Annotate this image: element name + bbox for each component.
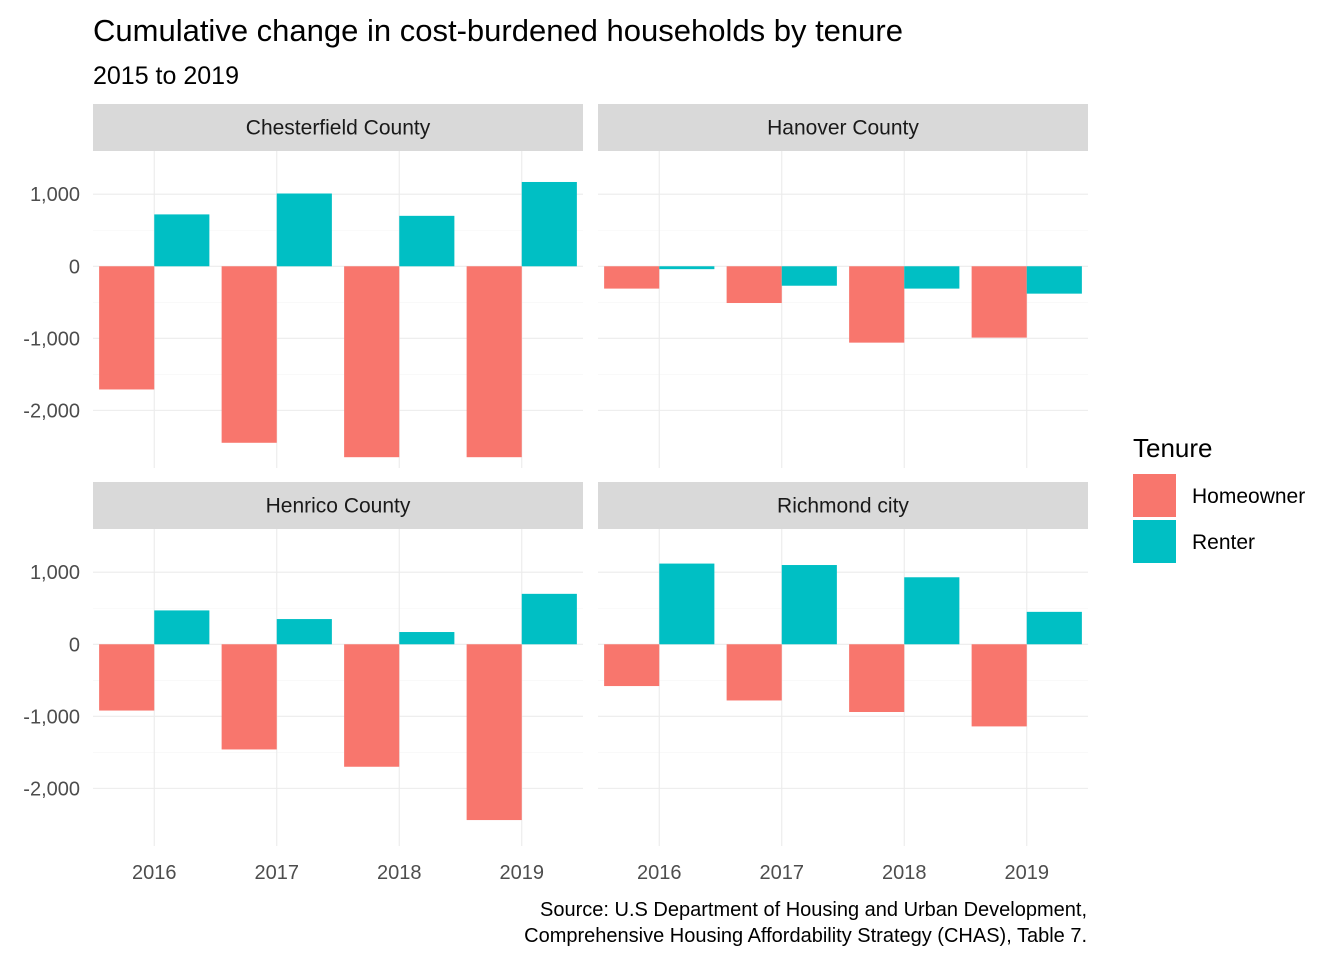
bar-henrico-county-homeowner-2017 bbox=[221, 644, 277, 750]
y-tick-label: -2,000 bbox=[23, 400, 80, 422]
bar-chesterfield-county-renter-2017 bbox=[276, 193, 332, 267]
bar-richmond-city-renter-2017 bbox=[781, 565, 837, 645]
facet-panel-henrico-county: Henrico County 1,000 0 -1,000 -2,000 2016 2017… bbox=[23, 482, 583, 884]
legend-key-renter bbox=[1133, 520, 1176, 563]
x-tick-label: 2016 bbox=[132, 862, 177, 884]
facet-panel-chesterfield-county: Chesterfield County 1,000 0 -1,000 -2,000 bbox=[23, 104, 583, 468]
bar-henrico-county-homeowner-2018 bbox=[344, 644, 400, 767]
bar-hanover-county-renter-2019 bbox=[1026, 266, 1082, 294]
bar-chesterfield-county-renter-2019 bbox=[521, 181, 577, 267]
caption-line-2: Comprehensive Housing Affordability Stra… bbox=[524, 925, 1087, 947]
bar-richmond-city-homeowner-2017 bbox=[726, 644, 782, 701]
legend-label-renter: Renter bbox=[1192, 531, 1255, 554]
x-tick-label: 2018 bbox=[377, 862, 422, 884]
bar-henrico-county-renter-2019 bbox=[521, 593, 577, 645]
bar-chesterfield-county-renter-2016 bbox=[154, 214, 210, 267]
y-tick-label: 0 bbox=[69, 634, 80, 656]
legend: Tenure Homeowner Renter bbox=[1133, 433, 1305, 563]
chart-title: Cumulative change in cost-burdened house… bbox=[93, 13, 903, 48]
legend-title: Tenure bbox=[1133, 433, 1213, 463]
x-tick-label: 2018 bbox=[882, 862, 927, 884]
y-tick-label: -2,000 bbox=[23, 778, 80, 800]
x-tick-label: 2017 bbox=[760, 862, 805, 884]
bar-hanover-county-renter-2017 bbox=[781, 266, 837, 286]
bar-chesterfield-county-homeowner-2018 bbox=[344, 266, 400, 458]
y-tick-label: 1,000 bbox=[30, 562, 80, 584]
bar-hanover-county-homeowner-2016 bbox=[604, 266, 660, 289]
y-tick-label: 0 bbox=[69, 256, 80, 278]
bar-henrico-county-renter-2016 bbox=[154, 610, 210, 645]
facet-panels: Chesterfield County 1,000 0 -1,000 -2,000 Han… bbox=[23, 104, 1088, 884]
y-tick-label: -1,000 bbox=[23, 328, 80, 350]
bar-richmond-city-renter-2018 bbox=[904, 577, 960, 645]
facet-strip-label-chesterfield-county: Chesterfield County bbox=[246, 117, 431, 140]
bar-chesterfield-county-homeowner-2019 bbox=[466, 266, 522, 458]
y-tick-label: -1,000 bbox=[23, 706, 80, 728]
bar-richmond-city-renter-2016 bbox=[659, 563, 715, 645]
bar-richmond-city-homeowner-2016 bbox=[604, 644, 660, 687]
facet-strip-label-hanover-county: Hanover County bbox=[767, 117, 919, 140]
bar-richmond-city-renter-2019 bbox=[1026, 611, 1082, 645]
legend-label-homeowner: Homeowner bbox=[1192, 485, 1305, 508]
caption-line-1: Source: U.S Department of Housing and Ur… bbox=[540, 899, 1087, 921]
facet-strip-label-henrico-county: Henrico County bbox=[266, 495, 411, 518]
bar-richmond-city-homeowner-2018 bbox=[849, 644, 905, 712]
facet-strip-chesterfield-county bbox=[93, 104, 583, 151]
bar-hanover-county-homeowner-2017 bbox=[726, 266, 782, 304]
x-tick-label: 2019 bbox=[500, 862, 545, 884]
facet-strip-hanover-county bbox=[598, 104, 1088, 151]
bar-hanover-county-homeowner-2019 bbox=[971, 266, 1027, 338]
bar-chesterfield-county-homeowner-2017 bbox=[221, 266, 277, 443]
bar-chesterfield-county-renter-2018 bbox=[399, 215, 455, 267]
facet-panel-richmond-city: Richmond city 2016 2017 2018 2019 bbox=[598, 482, 1088, 884]
bar-hanover-county-renter-2016 bbox=[659, 266, 715, 270]
legend-key-homeowner bbox=[1133, 474, 1176, 517]
bar-henrico-county-homeowner-2019 bbox=[466, 644, 522, 821]
bar-henrico-county-homeowner-2016 bbox=[99, 644, 155, 711]
bar-henrico-county-renter-2017 bbox=[276, 619, 332, 645]
facet-panel-hanover-county: Hanover County bbox=[598, 104, 1088, 468]
y-tick-label: 1,000 bbox=[30, 184, 80, 206]
bar-richmond-city-homeowner-2019 bbox=[971, 644, 1027, 727]
facet-strip-richmond-city bbox=[598, 482, 1088, 529]
bar-hanover-county-renter-2018 bbox=[904, 266, 960, 289]
bar-hanover-county-homeowner-2018 bbox=[849, 266, 905, 343]
facet-strip-label-richmond-city: Richmond city bbox=[777, 495, 909, 518]
x-tick-label: 2017 bbox=[255, 862, 300, 884]
bar-chesterfield-county-homeowner-2016 bbox=[99, 266, 155, 390]
facet-strip-henrico-county bbox=[93, 482, 583, 529]
bar-henrico-county-renter-2018 bbox=[399, 632, 455, 645]
x-tick-label: 2016 bbox=[637, 862, 682, 884]
chart-subtitle: 2015 to 2019 bbox=[93, 62, 239, 90]
x-tick-label: 2019 bbox=[1005, 862, 1050, 884]
